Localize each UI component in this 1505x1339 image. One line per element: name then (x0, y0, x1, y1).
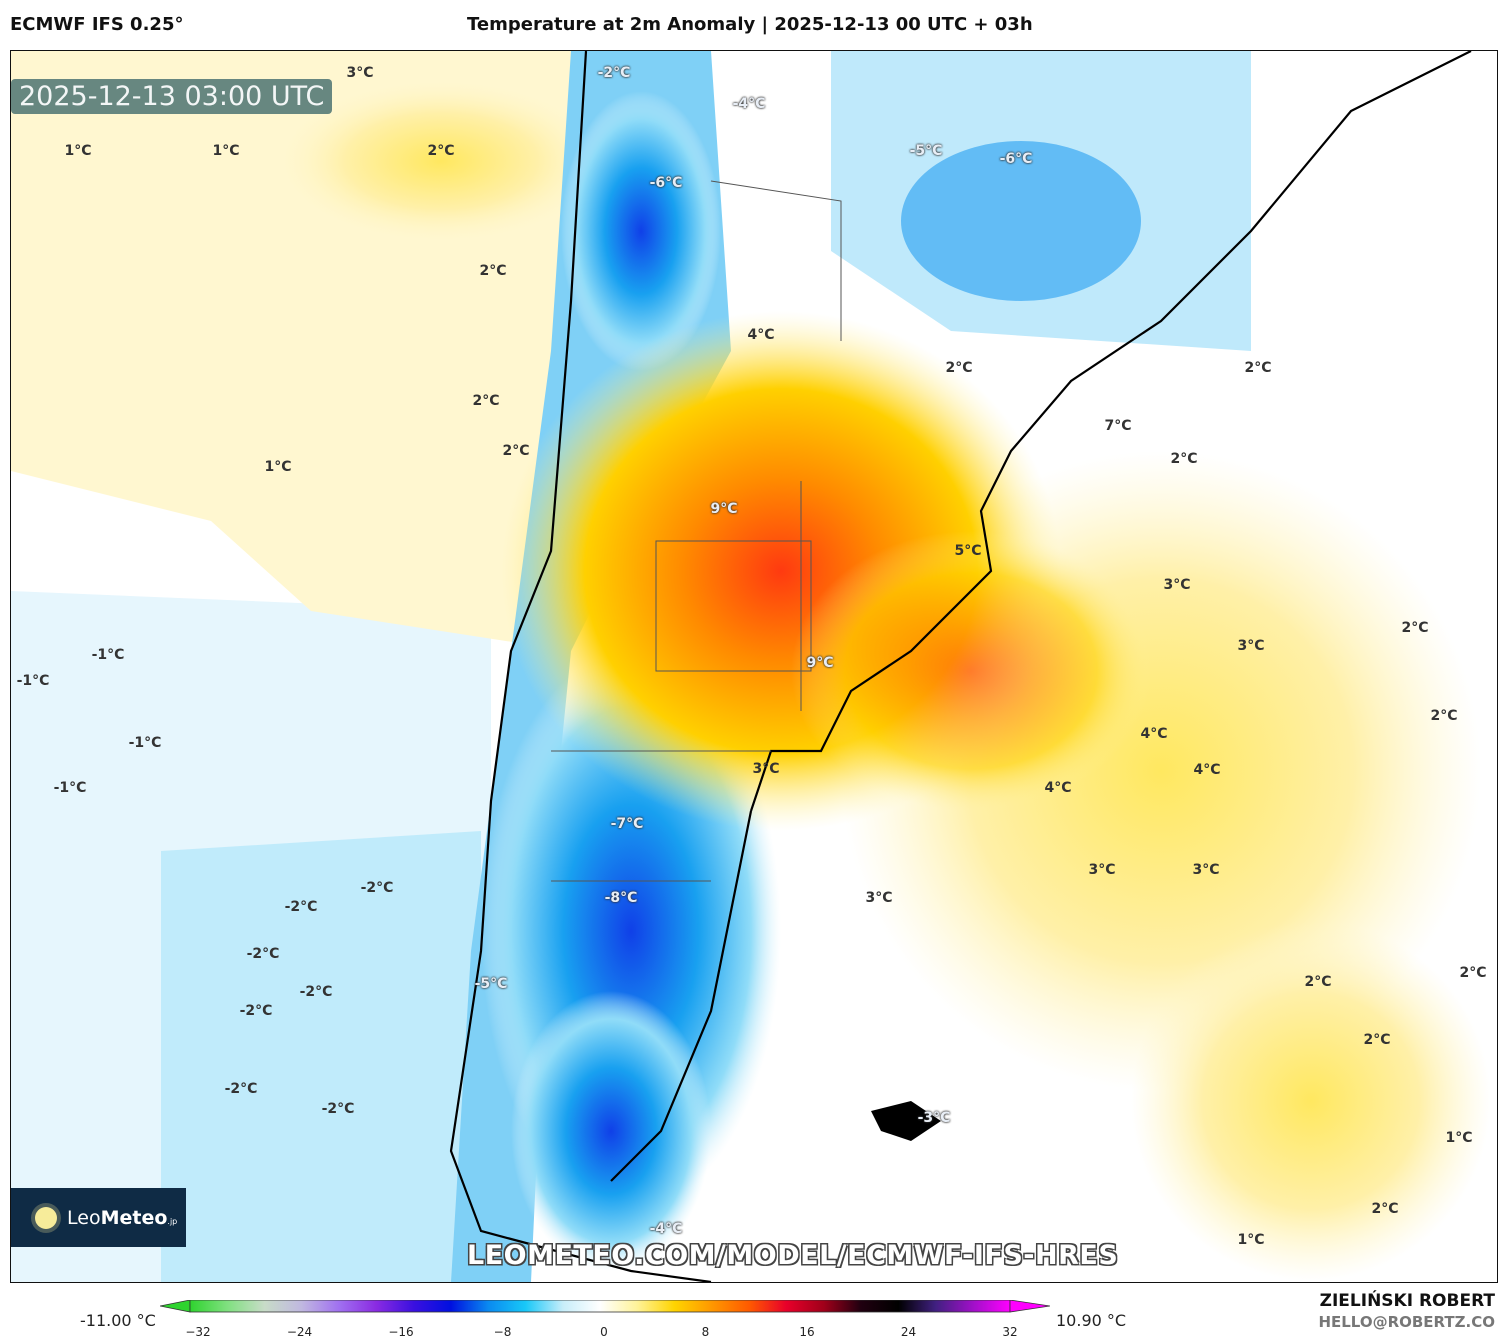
contour-label: 3°C (346, 65, 374, 81)
contour-label: -5°C (474, 976, 508, 992)
contour-label: 3°C (1192, 862, 1220, 878)
contour-label: 3°C (865, 890, 893, 906)
contour-label: 2°C (945, 360, 973, 376)
colorbar-tick: −16 (388, 1325, 414, 1339)
contour-label: -8°C (604, 890, 638, 906)
author-name: ZIELIŃSKI ROBERT (1319, 1291, 1495, 1311)
anomaly-map: 2025-12-13 03:00 UTC 3°C -2°C -4°C 1°C 1°C 2°… (10, 50, 1498, 1283)
map-fill (11, 51, 1497, 1282)
colorbar-max-label: 10.90 °C (1056, 1311, 1127, 1330)
contour-label: 2°C (1401, 620, 1429, 636)
contour-label: 2°C (427, 143, 455, 159)
contour-label: -1°C (53, 780, 87, 796)
contour-label: -2°C (321, 1101, 355, 1117)
contour-label: -2°C (284, 899, 318, 915)
contour-label: 4°C (747, 327, 775, 343)
contour-label: 2°C (1244, 360, 1272, 376)
contour-label: -6°C (999, 151, 1033, 167)
colorbar-tick: −8 (493, 1325, 512, 1339)
sun-icon (35, 1206, 57, 1229)
contour-label: -4°C (649, 1221, 683, 1237)
contour-label: 3°C (752, 761, 780, 777)
contour-label: 2°C (472, 393, 500, 409)
contour-label: -1°C (91, 647, 125, 663)
contour-label: 5°C (954, 543, 982, 559)
contour-label: 1°C (1445, 1130, 1473, 1146)
contour-label: 2°C (1371, 1201, 1399, 1217)
contour-label: 7°C (1104, 418, 1132, 434)
valid-time-badge: 2025-12-13 03:00 UTC (11, 79, 333, 114)
contour-label: 2°C (1304, 974, 1332, 990)
contour-label: 2°C (1170, 451, 1198, 467)
contour-label: -2°C (360, 880, 394, 896)
contour-label: -2°C (597, 65, 631, 81)
colorbar-tick: 32 (1002, 1325, 1018, 1339)
contour-label: 4°C (1044, 780, 1072, 796)
colorbar (160, 1300, 1050, 1313)
contour-label: 2°C (479, 263, 507, 279)
chart-title: Temperature at 2m Anomaly | 2025-12-13 0… (467, 14, 1033, 35)
colorbar-tick: 16 (799, 1325, 815, 1339)
contour-label: 2°C (1459, 965, 1487, 981)
contour-label: 1°C (1237, 1232, 1265, 1248)
model-name: ECMWF IFS 0.25° (10, 14, 184, 35)
contour-label: -2°C (239, 1003, 273, 1019)
logo-text: LeoMeteo.jp (67, 1206, 178, 1229)
colorbar-tick: 0 (600, 1325, 608, 1339)
contour-label: 2°C (1430, 708, 1458, 724)
contour-label: -5°C (909, 143, 943, 159)
colorbar-tick: −32 (185, 1325, 211, 1339)
contour-label: 3°C (1163, 577, 1191, 593)
author-email[interactable]: HELLO@ROBERTZ.CO (1318, 1313, 1495, 1331)
contour-label: -1°C (128, 735, 162, 751)
contour-label: -7°C (610, 816, 644, 832)
colorbar-tick: −24 (286, 1325, 313, 1339)
contour-label: -3°C (917, 1110, 951, 1126)
contour-label: -2°C (224, 1081, 258, 1097)
source-watermark: LEOMETEO.COM/MODEL/ECMWF-IFS-HRES (467, 1240, 1119, 1271)
contour-label: 4°C (1140, 726, 1168, 742)
contour-label: 3°C (1088, 862, 1116, 878)
contour-label: 4°C (1193, 762, 1221, 778)
contour-label: 9°C (710, 501, 738, 517)
colorbar-min-label: -11.00 °C (80, 1311, 156, 1330)
contour-label: 1°C (212, 143, 240, 159)
contour-label: 3°C (1237, 638, 1265, 654)
contour-label: 9°C (806, 655, 834, 671)
contour-label: 1°C (264, 459, 292, 475)
contour-label: -6°C (649, 175, 683, 191)
contour-label: 2°C (502, 443, 530, 459)
leometeo-logo[interactable]: LeoMeteo.jp (11, 1188, 186, 1247)
contour-label: 2°C (1363, 1032, 1391, 1048)
contour-label: -1°C (16, 673, 50, 689)
contour-label: -2°C (299, 984, 333, 1000)
colorbar-tick: 8 (701, 1325, 710, 1339)
colorbar-tick: 24 (900, 1325, 917, 1339)
contour-label: -2°C (246, 946, 280, 962)
contour-label: -4°C (732, 96, 766, 112)
contour-label: 1°C (64, 143, 92, 159)
